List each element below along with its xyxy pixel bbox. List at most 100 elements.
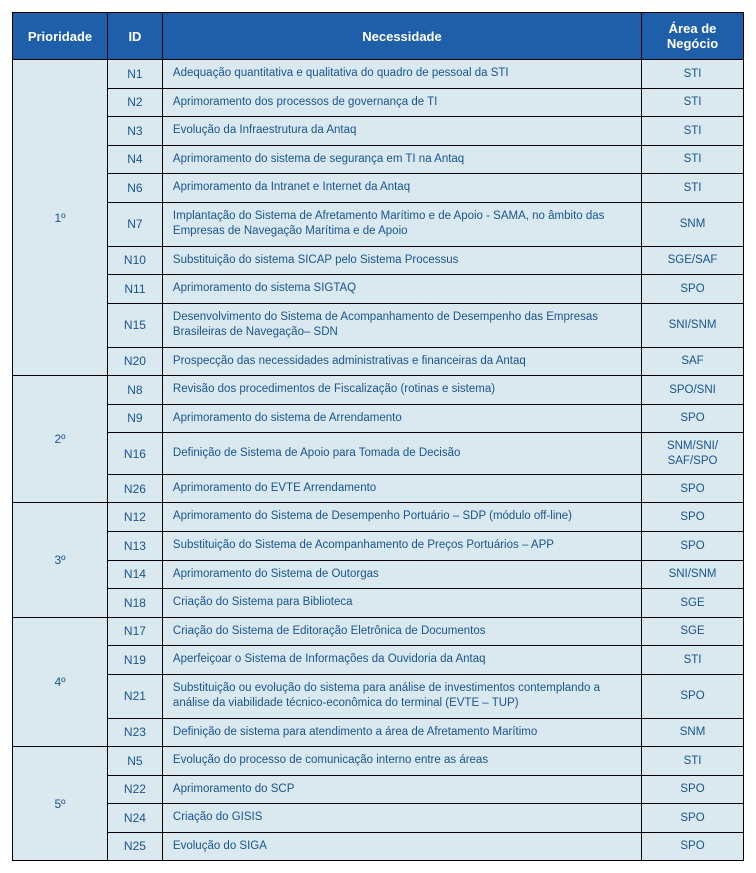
priority-cell: 3º <box>13 503 108 617</box>
id-cell: N3 <box>107 117 162 146</box>
table-body: 1ºN1Adequação quantitativa e qualitativa… <box>13 60 744 861</box>
id-cell: N24 <box>107 804 162 833</box>
need-cell: Aprimoramento do EVTE Arrendamento <box>162 474 641 503</box>
col-header-need: Necessidade <box>162 13 641 60</box>
table-row: N18Criação do Sistema para BibliotecaSGE <box>13 589 744 618</box>
table-row: N14Aprimoramento do Sistema de OutorgasS… <box>13 560 744 589</box>
area-cell: SGE/SAF <box>642 246 744 275</box>
table-row: 1ºN1Adequação quantitativa e qualitativa… <box>13 60 744 89</box>
area-cell: SGE <box>642 617 744 646</box>
id-cell: N23 <box>107 718 162 747</box>
table-row: 4ºN17Criação do Sistema de Editoração El… <box>13 617 744 646</box>
table-row: 3ºN12Aprimoramento do Sistema de Desempe… <box>13 503 744 532</box>
id-cell: N18 <box>107 589 162 618</box>
id-cell: N20 <box>107 347 162 376</box>
need-cell: Evolução da Infraestrutura da Antaq <box>162 117 641 146</box>
table-row: N21Substituição ou evolução do sistema p… <box>13 674 744 718</box>
id-cell: N12 <box>107 503 162 532</box>
need-cell: Implantação do Sistema de Afretamento Ma… <box>162 202 641 246</box>
id-cell: N16 <box>107 433 162 475</box>
id-cell: N21 <box>107 674 162 718</box>
table-row: N16Definição de Sistema de Apoio para To… <box>13 433 744 475</box>
id-cell: N11 <box>107 275 162 304</box>
table-row: N10Substituição do sistema SICAP pelo Si… <box>13 246 744 275</box>
table-row: N24Criação do GISISSPO <box>13 804 744 833</box>
area-cell: SPO <box>642 775 744 804</box>
need-cell: Aperfeiçoar o Sistema de Informações da … <box>162 646 641 675</box>
table-row: N11Aprimoramento do sistema SIGTAQSPO <box>13 275 744 304</box>
id-cell: N8 <box>107 376 162 405</box>
priority-needs-table: Prioridade ID Necessidade Área de Negóci… <box>12 12 744 861</box>
need-cell: Aprimoramento do Sistema de Desempenho P… <box>162 503 641 532</box>
need-cell: Criação do Sistema para Biblioteca <box>162 589 641 618</box>
id-cell: N22 <box>107 775 162 804</box>
area-cell: SGE <box>642 589 744 618</box>
id-cell: N10 <box>107 246 162 275</box>
id-cell: N6 <box>107 174 162 203</box>
area-cell: STI <box>642 646 744 675</box>
table-row: N2Aprimoramento dos processos de governa… <box>13 88 744 117</box>
table-row: N4Aprimoramento do sistema de segurança … <box>13 145 744 174</box>
need-cell: Substituição do sistema SICAP pelo Siste… <box>162 246 641 275</box>
table-row: N6Aprimoramento da Intranet e Internet d… <box>13 174 744 203</box>
area-cell: SPO <box>642 532 744 561</box>
area-cell: SPO <box>642 275 744 304</box>
table-row: 2ºN8Revisão dos procedimentos de Fiscali… <box>13 376 744 405</box>
area-cell: SNI/SNM <box>642 560 744 589</box>
area-cell: SPO <box>642 832 744 861</box>
area-cell: STI <box>642 117 744 146</box>
area-cell: SPO <box>642 804 744 833</box>
table-row: N9Aprimoramento do sistema de Arrendamen… <box>13 404 744 433</box>
table-row: N22Aprimoramento do SCPSPO <box>13 775 744 804</box>
area-cell: SPO <box>642 674 744 718</box>
table-row: N25Evolução do SIGASPO <box>13 832 744 861</box>
table-row: N26Aprimoramento do EVTE ArrendamentoSPO <box>13 474 744 503</box>
table-row: N15Desenvolvimento do Sistema de Acompan… <box>13 303 744 347</box>
area-cell: SPO <box>642 474 744 503</box>
id-cell: N17 <box>107 617 162 646</box>
area-cell: SNM/SNI/ SAF/SPO <box>642 433 744 475</box>
id-cell: N19 <box>107 646 162 675</box>
table-row: N3Evolução da Infraestrutura da AntaqSTI <box>13 117 744 146</box>
need-cell: Aprimoramento dos processos de governanç… <box>162 88 641 117</box>
need-cell: Prospecção das necessidades administrati… <box>162 347 641 376</box>
priority-cell: 1º <box>13 60 108 376</box>
area-cell: STI <box>642 174 744 203</box>
need-cell: Evolução do processo de comunicação inte… <box>162 747 641 776</box>
priority-cell: 4º <box>13 617 108 747</box>
table-row: 5ºN5Evolução do processo de comunicação … <box>13 747 744 776</box>
id-cell: N9 <box>107 404 162 433</box>
area-cell: SAF <box>642 347 744 376</box>
area-cell: SPO <box>642 404 744 433</box>
area-cell: SPO <box>642 503 744 532</box>
id-cell: N4 <box>107 145 162 174</box>
id-cell: N26 <box>107 474 162 503</box>
need-cell: Substituição do Sistema de Acompanhament… <box>162 532 641 561</box>
need-cell: Definição de Sistema de Apoio para Tomad… <box>162 433 641 475</box>
id-cell: N13 <box>107 532 162 561</box>
need-cell: Criação do Sistema de Editoração Eletrôn… <box>162 617 641 646</box>
priority-cell: 2º <box>13 376 108 503</box>
table-row: N23Definição de sistema para atendimento… <box>13 718 744 747</box>
table-header-row: Prioridade ID Necessidade Área de Negóci… <box>13 13 744 60</box>
col-header-id: ID <box>107 13 162 60</box>
area-cell: SNM <box>642 718 744 747</box>
need-cell: Aprimoramento do sistema de Arrendamento <box>162 404 641 433</box>
id-cell: N5 <box>107 747 162 776</box>
priority-cell: 5º <box>13 747 108 861</box>
need-cell: Definição de sistema para atendimento a … <box>162 718 641 747</box>
need-cell: Criação do GISIS <box>162 804 641 833</box>
need-cell: Desenvolvimento do Sistema de Acompanham… <box>162 303 641 347</box>
need-cell: Adequação quantitativa e qualitativa do … <box>162 60 641 89</box>
id-cell: N15 <box>107 303 162 347</box>
need-cell: Aprimoramento da Intranet e Internet da … <box>162 174 641 203</box>
table-row: N19Aperfeiçoar o Sistema de Informações … <box>13 646 744 675</box>
id-cell: N25 <box>107 832 162 861</box>
need-cell: Aprimoramento do sistema de segurança em… <box>162 145 641 174</box>
table-row: N13Substituição do Sistema de Acompanham… <box>13 532 744 561</box>
area-cell: STI <box>642 88 744 117</box>
need-cell: Aprimoramento do sistema SIGTAQ <box>162 275 641 304</box>
id-cell: N7 <box>107 202 162 246</box>
col-header-priority: Prioridade <box>13 13 108 60</box>
area-cell: SNI/SNM <box>642 303 744 347</box>
